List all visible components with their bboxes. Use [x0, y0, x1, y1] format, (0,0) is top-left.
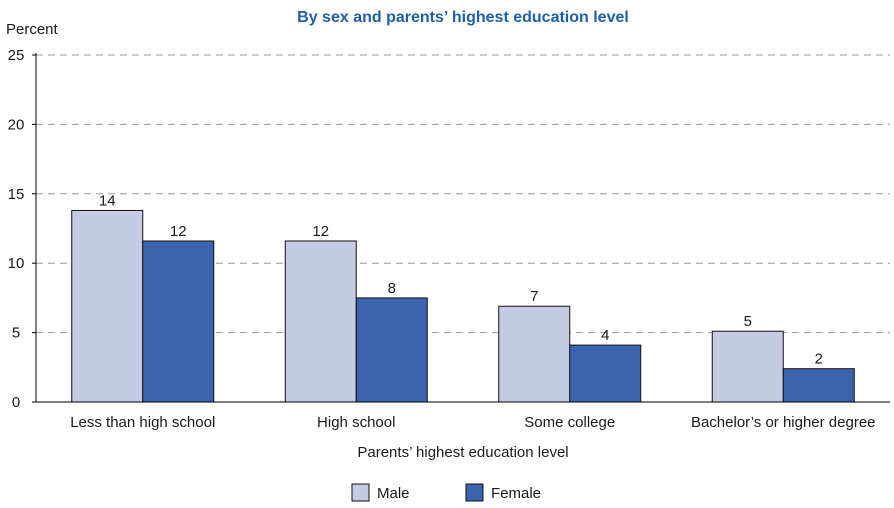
x-axis-label: Parents’ highest education level: [357, 444, 568, 461]
x-tick-label: Bachelor’s or higher degree: [691, 414, 876, 431]
bar-male: [498, 305, 571, 403]
y-axis-label: Percent: [6, 21, 59, 38]
legend-swatch-male: [351, 483, 370, 502]
data-label: 12: [312, 223, 329, 240]
bar-female: [142, 240, 215, 403]
data-label: 5: [744, 313, 752, 330]
bars: 14 12 12 8 7 4 5 2: [71, 192, 855, 403]
bar-male: [711, 330, 784, 403]
x-tick-label: Some college: [524, 414, 615, 431]
y-tick-label: 15: [8, 186, 25, 203]
bar-female: [569, 344, 642, 403]
y-axis-ticks: 0 5 10 15 20 25: [8, 47, 36, 411]
y-tick-label: 5: [12, 325, 20, 342]
data-label: 2: [815, 351, 823, 368]
data-label: 14: [99, 192, 116, 209]
y-tick-label: 20: [8, 116, 25, 133]
bar-female: [355, 297, 428, 403]
data-label: 12: [170, 223, 187, 240]
legend-label-male: Male: [377, 485, 410, 502]
y-tick-label: 0: [12, 394, 20, 411]
data-label: 8: [388, 280, 396, 297]
x-tick-label: Less than high school: [70, 414, 215, 431]
y-tick-label: 25: [8, 47, 25, 64]
x-tick-label: High school: [317, 414, 395, 431]
bar-male: [71, 209, 144, 403]
data-label: 4: [601, 327, 609, 344]
legend-swatch-female: [465, 483, 484, 502]
bar-female: [782, 368, 855, 403]
y-tick-label: 10: [8, 255, 25, 272]
chart-title: By sex and parents’ highest education le…: [297, 9, 629, 26]
bar-male: [284, 240, 357, 403]
x-axis-ticks: Less than high school High school Some col…: [70, 414, 875, 431]
data-label: 7: [530, 288, 538, 305]
legend-label-female: Female: [491, 485, 541, 502]
legend: Male Female: [351, 483, 541, 502]
